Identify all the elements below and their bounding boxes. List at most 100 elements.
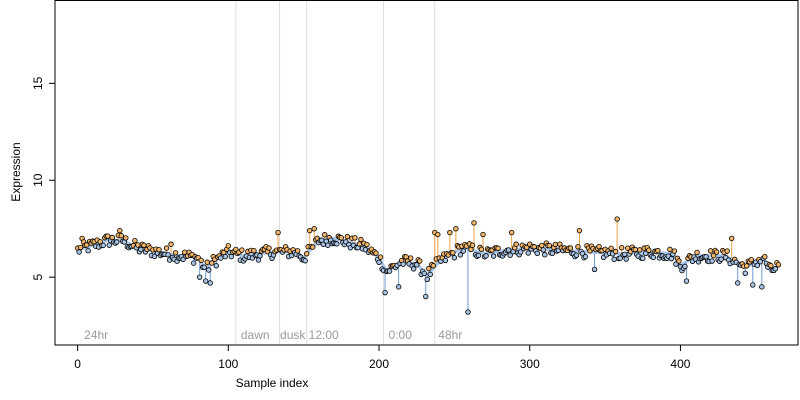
data-point <box>376 259 382 265</box>
plot-frame <box>54 0 799 346</box>
data-point <box>513 241 519 247</box>
data-point <box>682 263 688 270</box>
data-point <box>386 268 393 274</box>
data-point <box>480 231 486 238</box>
data-point <box>617 255 623 261</box>
data-point <box>582 253 589 260</box>
data-point <box>151 253 158 260</box>
data-point <box>707 248 714 254</box>
data-point <box>377 254 384 260</box>
y-axis-title: Expression <box>9 142 23 201</box>
data-point <box>539 242 545 249</box>
data-point <box>673 261 679 267</box>
data-point <box>505 247 512 253</box>
data-point <box>118 233 125 239</box>
time-annotation: 24hr <box>84 328 108 342</box>
data-point <box>724 248 730 254</box>
data-point <box>109 234 115 241</box>
data-point <box>207 280 213 286</box>
data-point <box>540 247 547 253</box>
data-point <box>423 293 429 300</box>
data-point <box>352 235 358 241</box>
data-point <box>757 258 764 265</box>
data-point <box>668 255 675 262</box>
data-point <box>709 258 715 264</box>
data-point <box>132 237 138 244</box>
data-point <box>676 258 682 264</box>
x-tick-label: 400 <box>670 357 690 371</box>
data-point <box>621 251 628 258</box>
data-point <box>643 250 649 257</box>
data-point <box>632 246 638 253</box>
data-point <box>257 253 263 259</box>
data-point <box>546 242 553 249</box>
data-point <box>77 244 84 251</box>
data-point <box>650 254 657 261</box>
data-point <box>417 258 423 264</box>
data-point <box>222 253 229 260</box>
data-point <box>591 266 598 273</box>
data-point <box>117 227 123 234</box>
data-point <box>310 244 316 250</box>
time-annotation: dawn <box>241 328 270 342</box>
data-point <box>744 263 750 269</box>
data-point <box>469 242 476 248</box>
data-point <box>475 252 482 259</box>
data-point <box>646 247 652 253</box>
x-tick-label: 100 <box>218 357 238 371</box>
data-point <box>294 248 301 254</box>
data-point <box>614 216 620 222</box>
data-point <box>453 226 459 232</box>
data-point <box>213 263 219 269</box>
points <box>74 216 782 315</box>
data-point <box>552 241 559 248</box>
data-point <box>407 255 414 261</box>
data-point <box>334 241 340 247</box>
data-point <box>123 235 129 241</box>
data-point <box>85 247 91 254</box>
data-point <box>190 260 197 266</box>
x-tick-label: 200 <box>369 357 389 371</box>
data-point <box>364 241 370 248</box>
data-point <box>612 248 619 255</box>
data-point <box>239 247 245 253</box>
data-point <box>322 232 328 238</box>
data-point <box>671 248 678 254</box>
data-point <box>623 256 629 262</box>
vertical-lines <box>235 0 436 345</box>
data-point <box>507 252 513 258</box>
data-point <box>742 270 748 276</box>
time-annotation: 48hr <box>438 328 462 342</box>
data-point <box>447 229 453 236</box>
data-point <box>218 255 224 261</box>
data-point <box>76 249 82 255</box>
data-point <box>517 249 524 255</box>
data-point <box>105 233 111 239</box>
data-point <box>608 245 614 251</box>
data-point <box>302 258 308 264</box>
data-point <box>655 247 661 254</box>
data-point <box>266 245 272 251</box>
data-point <box>421 270 427 277</box>
data-point <box>542 252 548 258</box>
data-point <box>426 265 432 272</box>
annotations: 24hr dawn dusk 12:00 0:00 48hr <box>84 328 462 342</box>
data-point <box>382 289 388 296</box>
data-point <box>358 236 364 243</box>
data-point <box>225 243 232 249</box>
data-point <box>303 251 310 257</box>
data-point <box>168 241 174 247</box>
y-axis: 5 10 15 <box>31 76 56 281</box>
data-point <box>311 226 317 232</box>
data-point <box>457 252 464 258</box>
data-point <box>338 235 345 241</box>
x-tick-label: 300 <box>520 357 540 371</box>
x-axis: 0 100 200 300 400 <box>74 344 691 371</box>
data-point <box>768 262 774 269</box>
data-point <box>435 231 441 238</box>
data-point <box>424 276 430 282</box>
data-point <box>395 284 402 290</box>
data-point <box>306 227 313 234</box>
data-point <box>703 254 709 260</box>
data-point <box>203 278 209 284</box>
